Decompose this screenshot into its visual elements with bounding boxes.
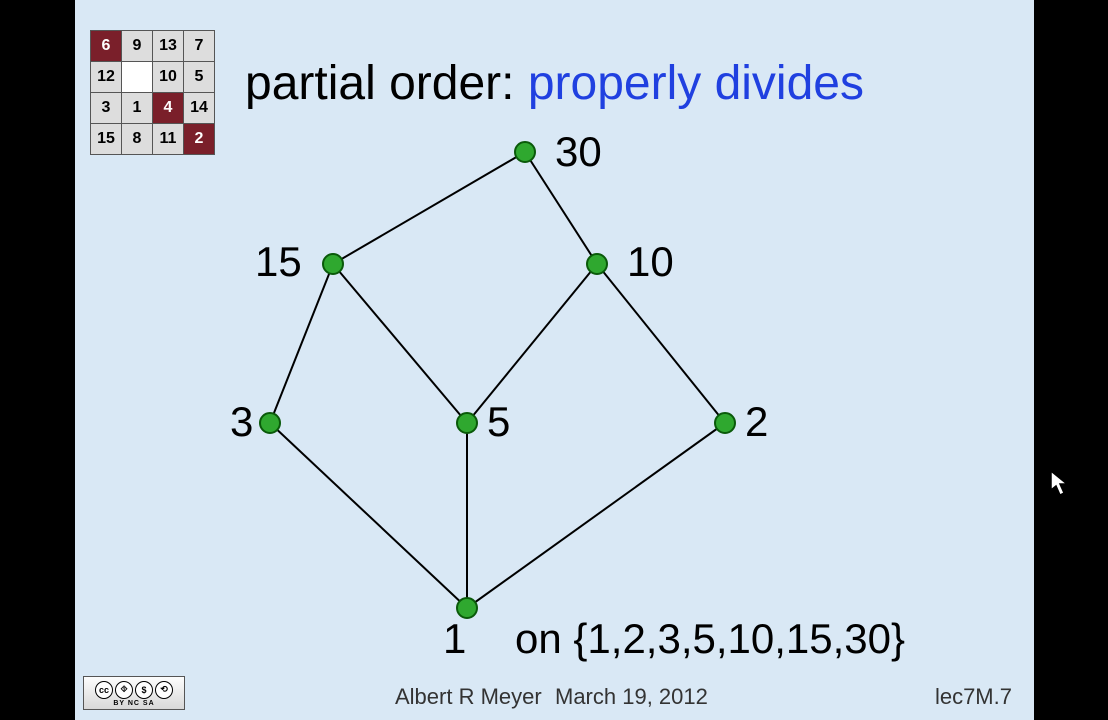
node-label: 3	[230, 398, 253, 446]
footer-date: March 19, 2012	[555, 684, 708, 710]
by-icon: ⯑	[115, 681, 133, 699]
cc-icons-row: cc ⯑ $ ⟲	[95, 680, 173, 700]
mouse-cursor-icon	[1050, 470, 1070, 498]
hasse-node	[323, 254, 343, 274]
slide: partial order: properly divides 69137121…	[75, 0, 1034, 720]
hasse-edge	[270, 264, 333, 423]
node-label: 30	[555, 128, 602, 176]
hasse-node	[587, 254, 607, 274]
cc-text: BY NC SA	[113, 700, 154, 707]
hasse-edge	[467, 423, 725, 608]
sa-icon: ⟲	[155, 681, 173, 699]
node-label: 5	[487, 398, 510, 446]
cc-icon: cc	[95, 681, 113, 699]
hasse-diagram	[75, 0, 1034, 720]
hasse-node	[515, 142, 535, 162]
node-label: 2	[745, 398, 768, 446]
hasse-node	[715, 413, 735, 433]
node-label: 1	[443, 615, 466, 663]
node-label: 15	[255, 238, 302, 286]
node-label: 10	[627, 238, 674, 286]
set-description: on {1,2,3,5,10,15,30}	[515, 615, 905, 663]
hasse-node	[260, 413, 280, 433]
hasse-edge	[333, 152, 525, 264]
hasse-edge	[333, 264, 467, 423]
cc-license-badge: cc ⯑ $ ⟲ BY NC SA	[83, 676, 185, 710]
hasse-edge	[270, 423, 467, 608]
nc-icon: $	[135, 681, 153, 699]
hasse-node	[457, 413, 477, 433]
hasse-edge	[597, 264, 725, 423]
footer-author: Albert R Meyer	[395, 684, 542, 710]
footer-slide-id: lec7M.7	[935, 684, 1012, 710]
